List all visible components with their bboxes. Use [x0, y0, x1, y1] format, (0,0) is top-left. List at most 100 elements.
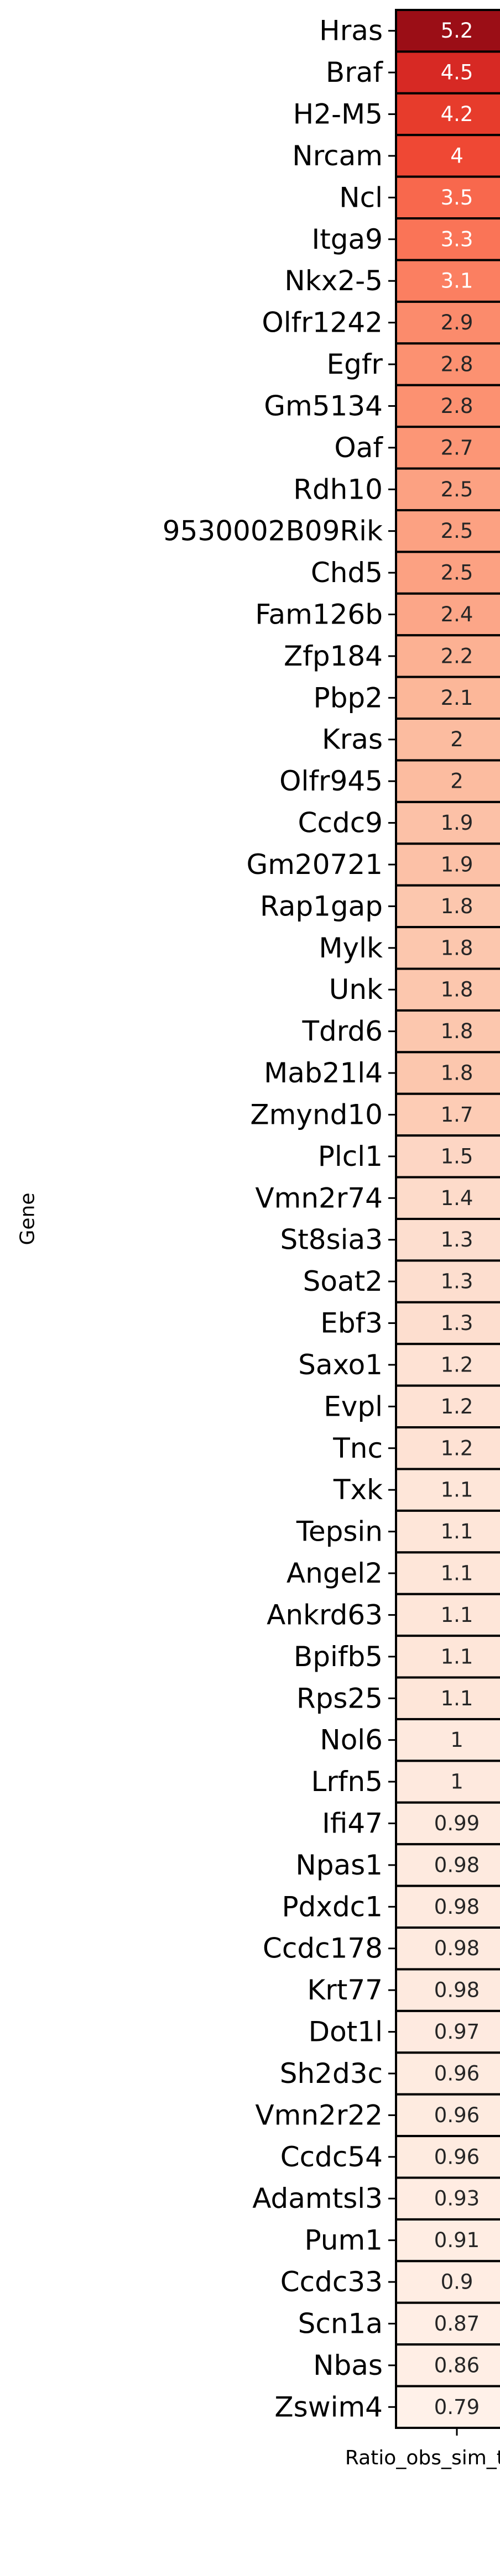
gene-tick-label: H2-M5	[293, 98, 383, 130]
x-axis-title: Ratio_obs_sim_top_vol	[345, 2447, 500, 2469]
cell-value-label: 1.2	[441, 1395, 473, 1418]
gene-tick-label: Evpl	[324, 1390, 383, 1422]
gene-tick-label: Krt77	[307, 1974, 383, 2006]
heatmap-cell	[395, 1801, 500, 1846]
cell-value-label: 1.5	[441, 1144, 473, 1168]
gene-tick-label: Dot1l	[309, 2016, 383, 2048]
gene-tick-label: Pum1	[305, 2224, 383, 2256]
cell-value-label: 1.9	[441, 811, 473, 835]
cell-value-label: 2.2	[441, 644, 473, 668]
cell-value-label: 0.87	[434, 2312, 480, 2336]
heatmap-cell	[395, 926, 500, 970]
heatmap-cell	[395, 1426, 500, 1470]
y-axis-title: Gene	[17, 1192, 39, 1245]
gene-tick-label: Saxo1	[298, 1349, 383, 1381]
cell-value-label: 1.9	[441, 852, 473, 876]
cell-value-label: 1.2	[441, 1353, 473, 1376]
heatmap-cell	[395, 342, 500, 386]
cell-value-label: 2.4	[441, 603, 473, 626]
gene-tick-label: Tnc	[332, 1432, 383, 1464]
heatmap-cell	[395, 426, 500, 470]
cell-value-label: 2	[450, 727, 463, 751]
gene-tick-label: Zmynd10	[250, 1098, 383, 1130]
gene-tick-label: Gm20721	[246, 849, 383, 881]
gene-tick-label: Adamtsl3	[252, 2182, 383, 2214]
gene-tick-label: Sh2d3c	[280, 2057, 383, 2090]
heatmap-cell	[395, 592, 500, 637]
heatmap-cell	[395, 2093, 500, 2138]
cell-value-label: 1.1	[441, 1520, 473, 1543]
gene-tick-label: Ccdc178	[263, 1933, 383, 1965]
gene-tick-label: Ccdc54	[280, 2141, 383, 2173]
heatmap-cell	[395, 2051, 500, 2096]
heatmap-cell	[395, 2218, 500, 2263]
gene-tick-label: Olfr945	[279, 765, 383, 797]
gene-tick-label: Rap1gap	[260, 890, 383, 922]
gene-tick-label: Tepsin	[296, 1516, 383, 1548]
cell-value-label: 1.8	[441, 894, 473, 918]
cell-value-label: 1.3	[441, 1270, 473, 1294]
heatmap-cell	[395, 1676, 500, 1720]
gene-tick-label: Ncl	[339, 181, 383, 213]
cell-value-label: 1.1	[441, 1603, 473, 1627]
cell-value-label: 1.1	[441, 1562, 473, 1585]
cell-value-label: 3.3	[441, 227, 473, 251]
cell-value-label: 2.5	[441, 519, 473, 543]
gene-tick-label: Oaf	[334, 432, 383, 464]
gene-tick-label: Egfr	[327, 348, 383, 380]
gene-tick-label: Unk	[329, 973, 383, 1006]
heatmap-cell	[395, 1051, 500, 1095]
heatmap-cell	[395, 50, 500, 95]
cell-value-label: 2.5	[441, 561, 473, 585]
cell-value-label: 5.2	[441, 19, 473, 43]
cell-value-label: 0.79	[434, 2395, 480, 2419]
cell-value-label: 2.1	[441, 686, 473, 710]
gene-tick-label: Hras	[319, 15, 383, 47]
gene-tick-label: Tdrd6	[301, 1015, 383, 1048]
heatmap-cell	[395, 759, 500, 803]
cell-value-label: 2.8	[441, 394, 473, 418]
cell-value-label: 3.1	[441, 269, 473, 293]
heatmap-cell	[395, 634, 500, 678]
cell-value-label: 1	[450, 1728, 463, 1752]
cell-value-label: 1.8	[441, 936, 473, 960]
heatmap-cell	[395, 1134, 500, 1179]
cell-value-label: 0.98	[434, 1853, 480, 1877]
gene-tick-label: Plcl1	[318, 1140, 383, 1172]
gene-tick-label: Ankrd63	[267, 1599, 383, 1631]
cell-value-label: 1.1	[441, 1645, 473, 1668]
cell-value-label: 1	[450, 1770, 463, 1794]
cell-value-label: 2.5	[441, 478, 473, 501]
heatmap-cell	[395, 92, 500, 137]
cell-value-label: 4	[450, 144, 463, 167]
heatmap-cell	[395, 551, 500, 595]
heatmap-cell	[395, 1551, 500, 1595]
cell-value-label: 1.1	[441, 1687, 473, 1710]
gene-tick-label: Gm5134	[264, 390, 383, 422]
cell-value-label: 1.7	[441, 1103, 473, 1127]
gene-tick-label: Braf	[326, 56, 383, 88]
gene-tick-label: Ccdc33	[280, 2266, 383, 2298]
cell-value-label: 0.98	[434, 1978, 480, 2002]
heatmap-cell	[395, 1092, 500, 1137]
cell-value-label: 1.8	[441, 1019, 473, 1043]
gene-tick-label: Pbp2	[314, 682, 383, 714]
gene-tick-label: Ebf3	[320, 1307, 383, 1339]
cell-value-label: 0.91	[434, 2228, 480, 2252]
cell-value-label: 0.98	[434, 1936, 480, 1960]
cell-value-label: 1.2	[441, 1436, 473, 1460]
cell-value-label: 3.5	[441, 186, 473, 210]
cell-value-label: 4.2	[441, 102, 473, 126]
gene-tick-label: Olfr1242	[262, 307, 383, 339]
cell-value-label: 0.99	[434, 1811, 480, 1835]
heatmap-cell	[395, 1843, 500, 1887]
gene-tick-label: Ccdc9	[298, 807, 383, 839]
heatmap-cell	[395, 467, 500, 511]
cell-value-label: 2.9	[441, 311, 473, 334]
gene-tick-label: Rdh10	[293, 473, 383, 505]
cell-value-label: 1.3	[441, 1228, 473, 1252]
heatmap-cell	[395, 1593, 500, 1637]
gene-tick-label: Mab21l4	[264, 1057, 383, 1089]
heatmap-cell	[395, 2301, 500, 2346]
heatmap-cell	[395, 1009, 500, 1054]
